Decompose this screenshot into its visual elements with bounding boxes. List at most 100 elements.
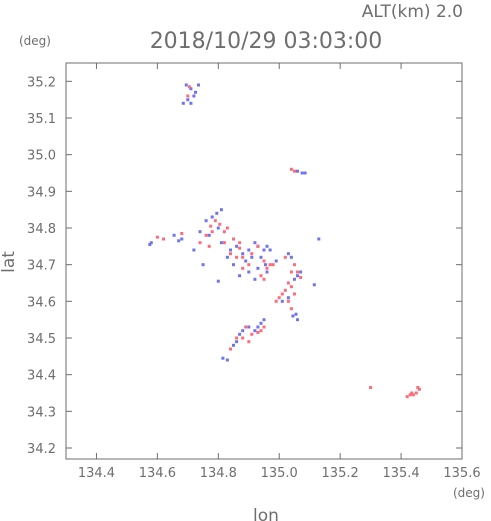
data-point: [259, 274, 263, 278]
data-point: [286, 281, 290, 285]
data-point: [238, 241, 242, 245]
data-point: [229, 248, 232, 252]
data-point: [225, 226, 229, 230]
data-point: [414, 391, 418, 395]
chart-title: 2018/10/29 03:03:00: [150, 29, 383, 54]
data-point: [265, 266, 269, 270]
data-point: [235, 336, 239, 340]
data-point: [219, 208, 223, 212]
data-point: [155, 235, 159, 239]
data-point: [189, 101, 193, 105]
data-point: [283, 255, 287, 259]
data-point: [235, 244, 239, 248]
data-point: [294, 312, 298, 316]
y-tick-label: 35.2: [27, 75, 56, 90]
y-tick-label: 35.1: [27, 112, 56, 127]
data-point: [296, 318, 299, 322]
data-point: [262, 259, 266, 263]
data-point: [232, 237, 235, 241]
data-point: [192, 94, 196, 98]
y-tick-label: 34.8: [27, 222, 56, 237]
y-tick-label: 34.4: [27, 369, 56, 384]
data-point: [209, 224, 213, 228]
data-point: [264, 263, 267, 267]
data-point: [244, 259, 248, 263]
x-tick-label: 135.4: [382, 466, 419, 481]
data-point: [207, 244, 211, 248]
data-point: [265, 270, 269, 274]
data-point: [299, 270, 303, 274]
data-point: [241, 266, 245, 270]
x-tick-label: 134.8: [200, 466, 237, 481]
y-tick-label: 34.9: [27, 185, 56, 200]
y-tick-label: 34.7: [27, 259, 56, 274]
y-tick-label: 35.0: [27, 149, 56, 164]
data-point: [184, 83, 188, 87]
data-point: [180, 237, 184, 241]
data-point: [194, 90, 197, 94]
data-point: [265, 244, 269, 248]
data-point: [286, 296, 290, 300]
data-point: [181, 101, 185, 105]
data-point: [296, 169, 299, 173]
x-tick-label: 134.4: [78, 466, 115, 481]
data-point: [213, 219, 217, 223]
data-point: [253, 277, 257, 281]
data-point: [296, 270, 299, 274]
data-point: [229, 347, 232, 351]
y-tick-label: 34.3: [27, 405, 56, 420]
data-point: [280, 299, 284, 303]
data-point: [149, 241, 153, 245]
x-tick-label: 134.6: [139, 466, 176, 481]
data-point: [216, 279, 220, 283]
data-point: [271, 263, 275, 267]
data-point: [317, 237, 321, 241]
data-point: [289, 255, 293, 259]
data-point: [299, 276, 303, 279]
data-point: [286, 252, 290, 256]
data-point: [253, 241, 257, 245]
data-point: [250, 332, 254, 336]
data-point: [225, 255, 229, 259]
data-point: [177, 239, 181, 243]
data-point: [148, 243, 152, 246]
data-point: [262, 318, 266, 322]
x-unit-label: (deg): [453, 486, 485, 500]
data-point: [210, 215, 214, 219]
data-point: [416, 386, 420, 389]
data-point: [215, 211, 219, 215]
data-point: [312, 283, 316, 287]
data-point: [241, 252, 245, 256]
data-point: [369, 386, 373, 389]
data-point: [256, 244, 260, 248]
data-point: [225, 358, 229, 362]
data-point: [250, 255, 254, 259]
y-unit-label: (deg): [19, 34, 51, 48]
data-point: [210, 230, 214, 234]
data-point: [283, 288, 287, 292]
data-point: [286, 299, 290, 303]
data-point: [192, 248, 196, 252]
data-point: [247, 325, 251, 329]
data-point: [232, 343, 235, 347]
data-point: [222, 241, 226, 245]
data-point: [187, 85, 191, 89]
data-point: [222, 230, 226, 234]
data-point: [268, 263, 272, 267]
data-point: [198, 241, 202, 245]
data-point: [247, 340, 251, 344]
data-point: [253, 329, 257, 333]
x-tick-label: 135.0: [261, 466, 298, 481]
data-point: [186, 98, 190, 102]
y-axis-label: lat: [0, 251, 19, 273]
data-point: [247, 248, 251, 252]
data-point: [289, 285, 293, 289]
data-point: [262, 248, 266, 252]
data-point: [172, 233, 176, 237]
data-point: [293, 277, 296, 281]
data-point: [247, 270, 251, 274]
data-point: [207, 233, 211, 237]
data-point: [411, 393, 415, 397]
data-point: [303, 171, 307, 175]
